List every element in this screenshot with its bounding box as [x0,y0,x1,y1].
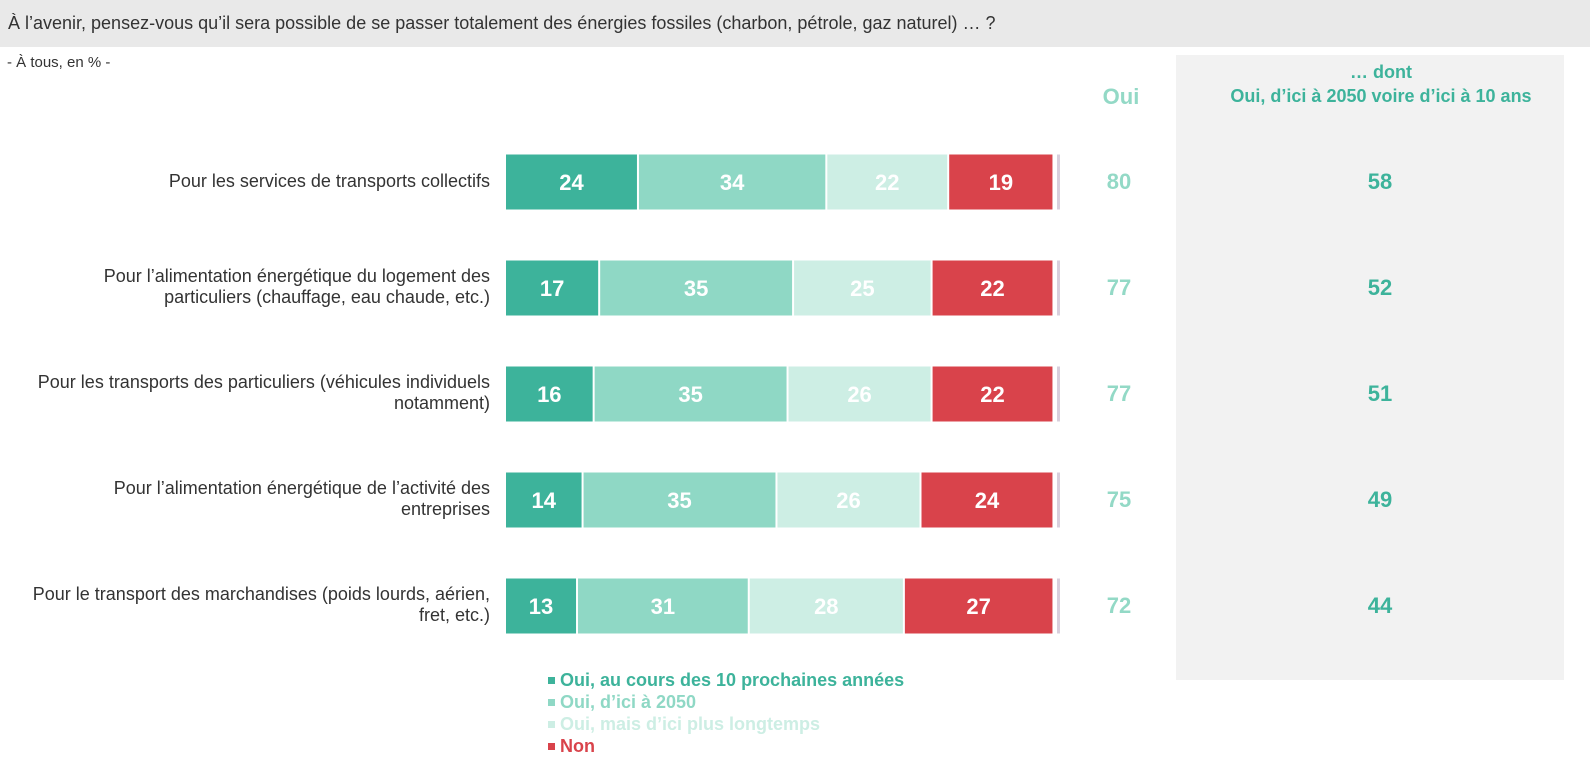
bar-segment [794,260,931,316]
data-label: 31 [651,594,675,619]
bar-remainder [1057,154,1060,210]
category-label-line: Pour l’alimentation énergétique de l’act… [113,478,490,498]
category-label: Pour les transports des particuliers (vé… [0,372,490,414]
category-label-line: Pour les services de transports collecti… [168,170,490,191]
legend-label: Non [560,736,595,756]
legend-item: Oui, d’ici à 2050 [548,691,904,713]
legend-label: Oui, mais d’ici plus longtemps [560,714,821,734]
legend-label: Oui, d’ici à 2050 [560,692,697,712]
data-label: 27 [966,594,990,619]
legend-item: Oui, au cours des 10 prochaines années [548,669,904,691]
data-label: 35 [684,276,708,301]
legend-marker [548,721,555,728]
category-label: Pour l’alimentation énergétique de l’act… [0,478,490,520]
bar-segment [600,260,793,316]
legend-marker [548,743,555,750]
data-label: 22 [875,170,899,195]
dont-header-line1: … dont [1350,62,1412,82]
bar-segment [788,366,931,422]
legend-marker [548,677,555,684]
oui-total: 80 [1106,169,1132,194]
title-bar: À l’avenir, pensez-vous qu’il sera possi… [0,0,1590,47]
category-label: Pour les services de transports collecti… [0,171,490,192]
data-label: 24 [559,170,584,195]
data-label: 25 [850,276,874,301]
dont-value: 51 [1367,381,1393,406]
dont-value: 58 [1367,169,1393,194]
bar-segment [827,154,948,210]
bar-segment [578,578,748,634]
bar-segment [777,472,920,528]
category-label-line: Pour les transports des particuliers (vé… [37,372,490,392]
bar-segment [506,154,637,210]
bar-segment [594,366,787,422]
bar-segment [932,366,1053,422]
category-label-line: entreprises [400,499,490,519]
bar-remainder [1057,472,1060,528]
bar-segment [921,472,1053,528]
data-label: 13 [529,594,553,619]
data-label: 26 [836,488,860,513]
dont-header: … dont Oui, d’ici à 2050 voire d’ici à 1… [1176,60,1586,108]
bar-segment [506,472,582,528]
oui-total: 77 [1106,381,1132,406]
bar-segment [506,366,593,422]
bar-segment [506,260,599,316]
dont-value: 44 [1367,593,1393,618]
oui-total: 72 [1106,593,1132,618]
category-label-line: notamment) [393,393,490,413]
data-label: 22 [980,382,1004,407]
chart-title: À l’avenir, pensez-vous qu’il sera possi… [8,13,996,33]
data-label: 14 [532,488,557,513]
bar-segment [506,578,577,634]
bar-segment [904,578,1053,634]
chart-subtitle: - À tous, en % - [7,54,111,71]
data-label: 22 [980,276,1004,301]
legend: Oui, au cours des 10 prochaines années Ou… [548,669,904,757]
data-label: 28 [814,594,838,619]
dont-header-line2: Oui, d’ici à 2050 voire d’ici à 10 ans [1230,86,1532,106]
legend-item: Oui, mais d’ici plus longtemps [548,713,904,735]
data-label: 35 [678,382,702,407]
oui-total: 77 [1106,275,1132,300]
data-label: 17 [540,276,564,301]
dont-value: 49 [1367,487,1393,512]
category-label-line: particuliers (chauffage, eau chaude, etc… [164,287,490,307]
legend-item: Non [548,735,904,757]
category-label-line: fret, etc.) [418,605,490,625]
dont-panel [1176,55,1564,680]
bar-remainder [1057,260,1060,316]
oui-total: 75 [1106,487,1132,512]
bar-segment [932,260,1053,316]
bar-segment [583,472,776,528]
legend-marker [548,699,555,706]
data-label: 35 [667,488,691,513]
bar-segment [749,578,903,634]
legend-label: Oui, au cours des 10 prochaines années [560,670,905,690]
bar-segment [949,154,1053,210]
oui-header: Oui [1102,84,1140,109]
data-label: 26 [847,382,871,407]
data-label: 19 [989,170,1013,195]
bar-remainder [1057,366,1060,422]
category-label-line: Pour l’alimentation énergétique du logem… [103,266,490,286]
data-label: 16 [537,382,561,407]
category-label: Pour l’alimentation énergétique du logem… [0,266,490,308]
data-label: 34 [720,170,745,195]
category-label: Pour le transport des marchandises (poid… [0,584,490,626]
data-label: 24 [975,488,1000,513]
dont-value: 52 [1367,275,1393,300]
category-label-line: Pour le transport des marchandises (poid… [32,584,490,604]
bar-segment [638,154,826,210]
bar-remainder [1057,578,1060,634]
